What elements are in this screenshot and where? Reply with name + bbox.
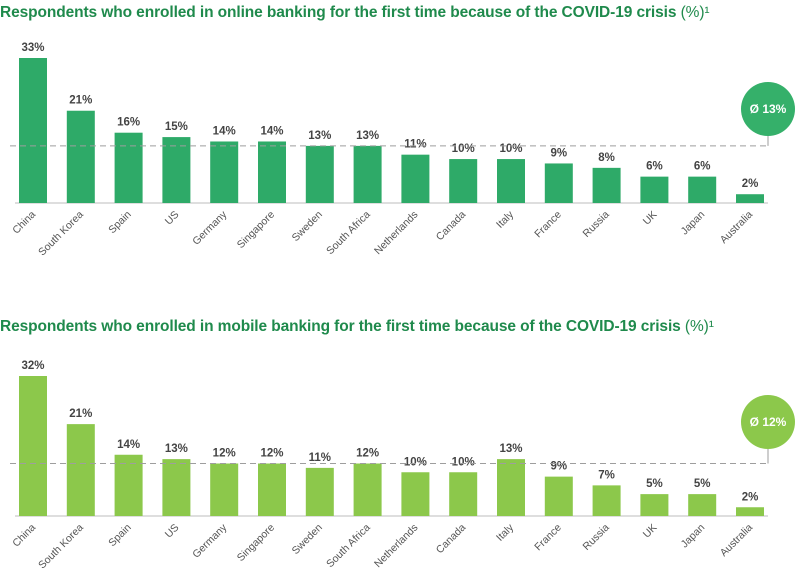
mobile-average-badge [741,395,795,449]
mobile-category-label: South Korea [36,522,86,572]
mobile-bar [592,485,621,516]
chart-title-mobile-text: Respondents who enrolled in mobile banki… [0,318,681,335]
chart-title-online-text: Respondents who enrolled in online banki… [0,4,677,21]
mobile-value-label: 5% [646,478,663,490]
online-bar [736,194,764,203]
mobile-average-label: Ø 12% [750,415,787,429]
mobile-bar [497,459,525,516]
mobile-category-label: Netherlands [372,522,421,571]
mobile-value-label: 7% [598,469,615,481]
mobile-category-label: US [163,522,182,541]
online-average-badge [741,82,795,136]
mobile-value-label: 5% [694,478,711,490]
mobile-bar [353,463,382,516]
online-value-label: 10% [452,143,475,155]
mobile-category-label: Italy [494,521,517,544]
mobile-category-label: UK [641,522,660,541]
mobile-bar [114,454,143,516]
mobile-bar [640,494,669,516]
online-value-label: 33% [21,42,44,54]
mobile-value-label: 9% [550,461,567,473]
mobile-value-label: 12% [260,448,283,460]
mobile-value-label: 32% [21,360,44,372]
online-value-label: 9% [550,147,567,159]
mobile-bar [162,459,191,516]
online-bar [66,110,95,203]
mobile-bar [258,463,286,516]
mobile-category-label: Sweden [290,522,325,557]
online-value-label: 11% [404,139,426,151]
mobile-category-label: Australia [718,522,755,559]
online-value-label: 16% [117,117,140,129]
mobile-category-label: Russia [581,522,612,553]
online-value-label: 8% [598,152,615,164]
chart-title-online-unit: (%)¹ [680,4,710,21]
mobile-value-label: 10% [452,456,475,468]
online-value-label: 14% [213,125,236,137]
online-value-label: 13% [308,130,331,142]
online-average-label: Ø 13% [750,102,787,116]
online-bar [497,159,525,203]
mobile-category-label: Canada [434,522,469,557]
chart-title-mobile: Respondents who enrolled in mobile banki… [0,318,714,336]
online-value-label: 21% [69,95,92,107]
mobile-category-label: South Africa [324,522,373,571]
mobile-value-label: 2% [742,491,759,503]
online-bar [353,145,382,203]
mobile-value-label: 13% [165,443,188,455]
online-value-label: 6% [694,161,711,173]
mobile-value-label: 12% [213,448,236,460]
online-bar [210,141,239,203]
online-value-label: 13% [356,130,379,142]
mobile-value-label: 10% [404,456,427,468]
mobile-bar [449,472,478,516]
mobile-bar [66,424,95,516]
online-bar [114,132,143,203]
mobile-bar [19,376,47,516]
mobile-bar [544,476,573,516]
mobile-value-label: 13% [499,443,522,455]
mobile-category-label: France [532,522,564,554]
chart-title-online: Respondents who enrolled in online banki… [0,4,710,22]
online-bar [19,58,47,203]
mobile-value-label: 11% [309,452,331,464]
mobile-value-label: 12% [356,448,379,460]
online-bar [640,176,669,203]
mobile-value-label: 21% [69,408,92,420]
online-bar [162,137,191,203]
mobile-category-label: China [10,522,38,550]
online-value-label: 15% [165,121,188,133]
online-bar [258,141,286,203]
mobile-bar [305,467,334,516]
mobile-bar [401,472,430,516]
mobile-category-label: Germany [190,521,230,561]
online-value-label: 6% [646,161,663,173]
chart-title-mobile-unit: (%)¹ [684,318,714,335]
online-bar [688,176,717,203]
online-bar [544,163,573,203]
online-bar [449,159,478,203]
mobile-category-label: Singapore [235,522,277,564]
online-bar [305,145,334,203]
mobile-bar [210,463,239,516]
mobile-category-label: Spain [106,522,134,550]
online-value-label: 2% [742,178,759,190]
online-value-label: 14% [260,125,283,137]
online-bar [592,167,621,203]
online-bar [401,154,430,203]
mobile-value-label: 14% [117,439,140,451]
mobile-category-label: Japan [679,522,708,551]
mobile-bar [736,507,764,516]
mobile-bar [688,494,717,516]
